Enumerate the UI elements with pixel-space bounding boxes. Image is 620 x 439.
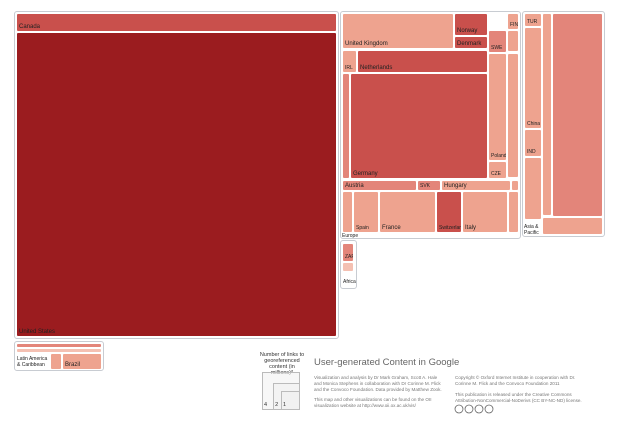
country: Germany	[350, 73, 488, 179]
country: Denmark	[454, 36, 488, 49]
legend-label: 4	[264, 402, 268, 408]
country-label: Germany	[353, 171, 378, 177]
country-label: Hungary	[444, 183, 467, 189]
copyright: Copyright © Oxford Internet Institute in…	[455, 375, 576, 386]
country-label: Norway	[457, 28, 478, 34]
country: Italy	[462, 191, 508, 233]
country	[542, 13, 552, 216]
legend-label: 2	[275, 402, 279, 408]
country: Mexico	[16, 343, 102, 348]
country-label: SVK	[420, 183, 431, 189]
country	[507, 53, 519, 178]
country-label: CZE	[491, 171, 501, 177]
country-label: Italy	[465, 225, 477, 231]
country: Canada	[16, 13, 337, 32]
license: This publication is released under the C…	[455, 392, 582, 403]
country: Norway	[454, 13, 488, 36]
country: China	[524, 27, 542, 129]
country: SWE	[488, 30, 507, 53]
country-label: Netherlands	[360, 65, 393, 71]
country-label: SWE	[491, 45, 503, 51]
country: Austria	[342, 180, 417, 191]
country-label: Spain	[356, 225, 369, 231]
region-label: Africa	[343, 279, 356, 285]
country	[524, 157, 542, 220]
country-label: ZAF	[345, 254, 354, 260]
country	[342, 262, 354, 272]
country: Hungary	[441, 180, 511, 191]
country: IRL	[342, 50, 357, 73]
country	[16, 348, 102, 353]
region-label: Latin America & Caribbean	[17, 356, 48, 368]
country-label: United Kingdom	[345, 41, 388, 47]
country	[342, 73, 350, 179]
country-label: China	[527, 121, 541, 127]
country: SVK	[417, 180, 441, 191]
country: France	[379, 191, 436, 233]
country-label: Mexico	[19, 343, 39, 346]
country	[342, 191, 353, 233]
country-label: Poland	[491, 153, 507, 159]
country	[508, 191, 519, 233]
country	[552, 13, 603, 217]
country: Poland	[488, 53, 507, 161]
legend: Number of links to georeferenced content…	[258, 352, 306, 412]
country-label: France	[382, 225, 401, 231]
country: United States	[16, 32, 337, 337]
country-label: Brazil	[65, 362, 81, 368]
title: User-generated Content in Google	[314, 357, 460, 368]
country-label: Switzerland	[439, 225, 462, 231]
link: This map and other visualizations can be…	[314, 397, 432, 408]
country: Netherlands	[357, 50, 488, 73]
country: United Kingdom	[342, 13, 454, 49]
credits: Visualization and analysis by Dr Mark Gr…	[314, 375, 442, 392]
country: IND	[524, 129, 542, 157]
country: Brazil	[62, 353, 102, 370]
country-label: IND	[527, 149, 536, 155]
region-label: Asia & Pacific	[524, 224, 539, 236]
country: Spain	[353, 191, 379, 233]
region-label: Europe	[342, 233, 359, 239]
country	[511, 180, 519, 191]
country-label: Austria	[345, 183, 364, 189]
country-label: IRL	[345, 65, 353, 71]
country-label: United States	[19, 329, 56, 335]
country-label: TUR	[527, 19, 538, 25]
country	[50, 353, 62, 370]
country: CZE	[488, 161, 507, 179]
legend-label: 1	[283, 402, 287, 408]
country-label: FIN	[510, 22, 519, 28]
country: FIN	[507, 13, 519, 30]
country	[542, 217, 603, 235]
country-label: Canada	[19, 24, 41, 30]
country: Switzerland	[436, 191, 462, 233]
country-label: Denmark	[457, 41, 482, 47]
cc-icons	[454, 404, 494, 414]
legend-square	[281, 391, 300, 410]
country: TUR	[524, 13, 542, 27]
country	[507, 30, 519, 52]
country: ZAF	[342, 243, 354, 262]
